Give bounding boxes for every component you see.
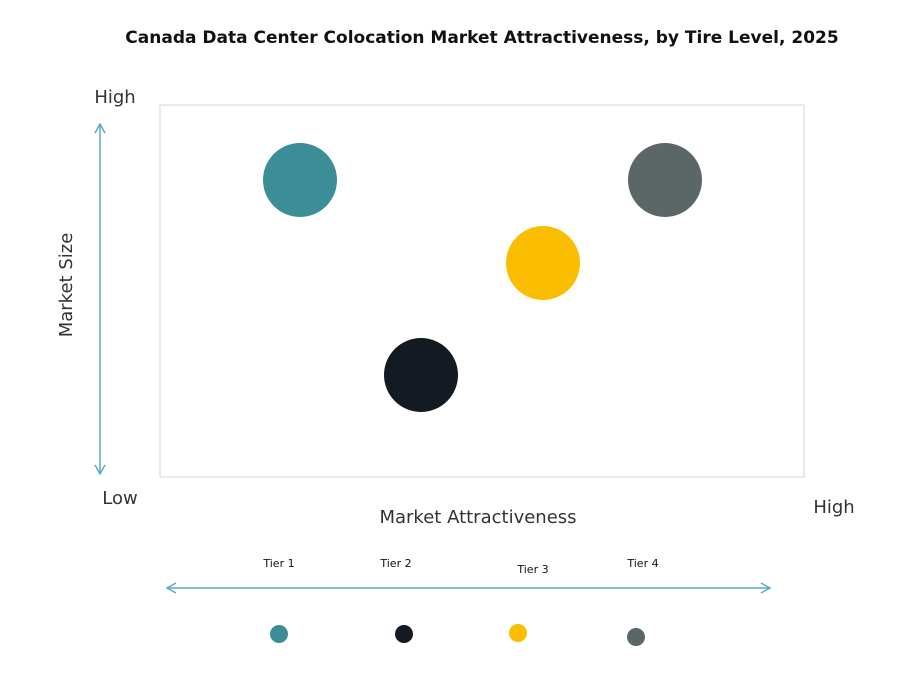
tier-bubble <box>628 143 702 217</box>
tier-bubble <box>263 143 337 217</box>
x-axis-label: Market Attractiveness <box>379 507 576 528</box>
legend-label: Tier 1 <box>262 557 294 570</box>
legend-label: Tier 4 <box>626 557 658 570</box>
tier-bubble <box>384 338 458 412</box>
title: Canada Data Center Colocation Market Att… <box>125 28 838 48</box>
y-axis-label: Market Size <box>56 233 77 338</box>
y-low: Low <box>102 488 137 509</box>
legend-label: Tier 2 <box>379 557 411 570</box>
y-high: High <box>94 87 135 108</box>
legend-label: Tier 3 <box>516 563 548 576</box>
legend-dot <box>270 625 288 643</box>
legend-dot <box>395 625 413 643</box>
legend: Tier 1 Tier 2 Tier 3 Tier 4 <box>262 557 659 646</box>
x-high: High <box>813 497 854 518</box>
legend-dot <box>627 628 645 646</box>
tier-bubble <box>506 226 580 300</box>
legend-dot <box>509 624 527 642</box>
plot-frame <box>159 104 805 478</box>
bubbles <box>263 143 702 412</box>
